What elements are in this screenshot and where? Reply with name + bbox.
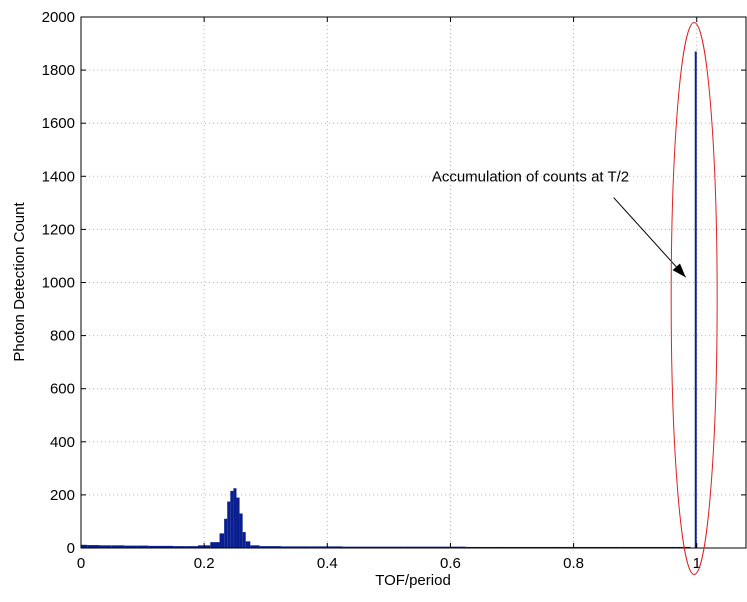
x-tick-label: 0.4 bbox=[317, 555, 338, 572]
histogram-bar bbox=[148, 545, 162, 548]
histogram-bar bbox=[233, 488, 237, 548]
y-tick-label: 600 bbox=[50, 381, 75, 398]
y-tick-label: 800 bbox=[50, 328, 75, 345]
x-tick-label: 0.6 bbox=[440, 555, 461, 572]
histogram-bar bbox=[239, 513, 243, 548]
histogram-bar bbox=[124, 545, 137, 548]
y-tick-label: 0 bbox=[67, 540, 75, 557]
histogram-bar bbox=[111, 545, 125, 548]
annotation-label: Accumulation of counts at T/2 bbox=[432, 169, 629, 186]
y-tick-label: 1600 bbox=[42, 115, 75, 132]
annotation: Accumulation of counts at T/2 bbox=[432, 22, 718, 575]
histogram-bar bbox=[496, 546, 528, 548]
histogram-bar bbox=[250, 545, 260, 548]
histogram-bar bbox=[224, 518, 228, 548]
histogram-bar bbox=[185, 546, 198, 548]
y-tick-label: 1000 bbox=[42, 275, 75, 292]
annotation-arrow-line bbox=[613, 197, 687, 278]
histogram-bar bbox=[81, 544, 88, 548]
histogram-bar bbox=[465, 546, 497, 548]
annotation-arrowhead bbox=[672, 263, 686, 278]
histogram-bar bbox=[161, 545, 174, 548]
histogram-bar bbox=[694, 51, 697, 548]
histogram-bar bbox=[210, 542, 220, 548]
histogram-bar bbox=[245, 541, 251, 548]
histogram-bar bbox=[588, 546, 620, 548]
y-tick-label: 1200 bbox=[42, 221, 75, 238]
histogram-bar bbox=[173, 546, 186, 548]
highlight-ellipse bbox=[670, 22, 718, 575]
histogram-bar bbox=[227, 501, 231, 548]
histogram-bar bbox=[527, 546, 559, 548]
x-tick-label: 1 bbox=[693, 555, 701, 572]
x-axis-label: TOF/period bbox=[375, 572, 451, 589]
histogram-bar bbox=[230, 490, 234, 548]
histogram-bar bbox=[219, 533, 225, 548]
histogram-bar bbox=[242, 532, 246, 548]
histogram-bar bbox=[342, 546, 374, 548]
y-tick-label: 1400 bbox=[42, 168, 75, 185]
x-tick-label: 0 bbox=[77, 555, 85, 572]
y-tick-label: 400 bbox=[50, 434, 75, 451]
histogram-bar bbox=[236, 497, 240, 548]
y-tick-label: 2000 bbox=[42, 9, 75, 26]
x-tick-label: 0.2 bbox=[194, 555, 215, 572]
y-axis-ticks: 0 200 400 600 800 1000 1200 1400 1600 1800 2000 bbox=[42, 9, 746, 557]
histogram-bar bbox=[650, 546, 676, 548]
x-axis-ticks: 0 0.2 0.4 0.6 0.8 1 bbox=[77, 17, 701, 572]
x-tick-label: 0.8 bbox=[563, 555, 584, 572]
histogram-bar bbox=[136, 545, 149, 548]
histogram-bar bbox=[259, 546, 282, 548]
y-axis-label: Photon Detection Count bbox=[11, 202, 28, 362]
histogram-bar bbox=[87, 545, 100, 548]
y-tick-label: 1800 bbox=[42, 62, 75, 79]
histogram-bar bbox=[373, 546, 405, 548]
histogram-bar bbox=[99, 545, 112, 548]
y-tick-label: 200 bbox=[50, 487, 75, 504]
histogram-bar bbox=[675, 546, 691, 548]
histogram-bar bbox=[404, 546, 436, 548]
histogram-bar bbox=[619, 546, 651, 548]
histogram-bar bbox=[281, 546, 312, 548]
